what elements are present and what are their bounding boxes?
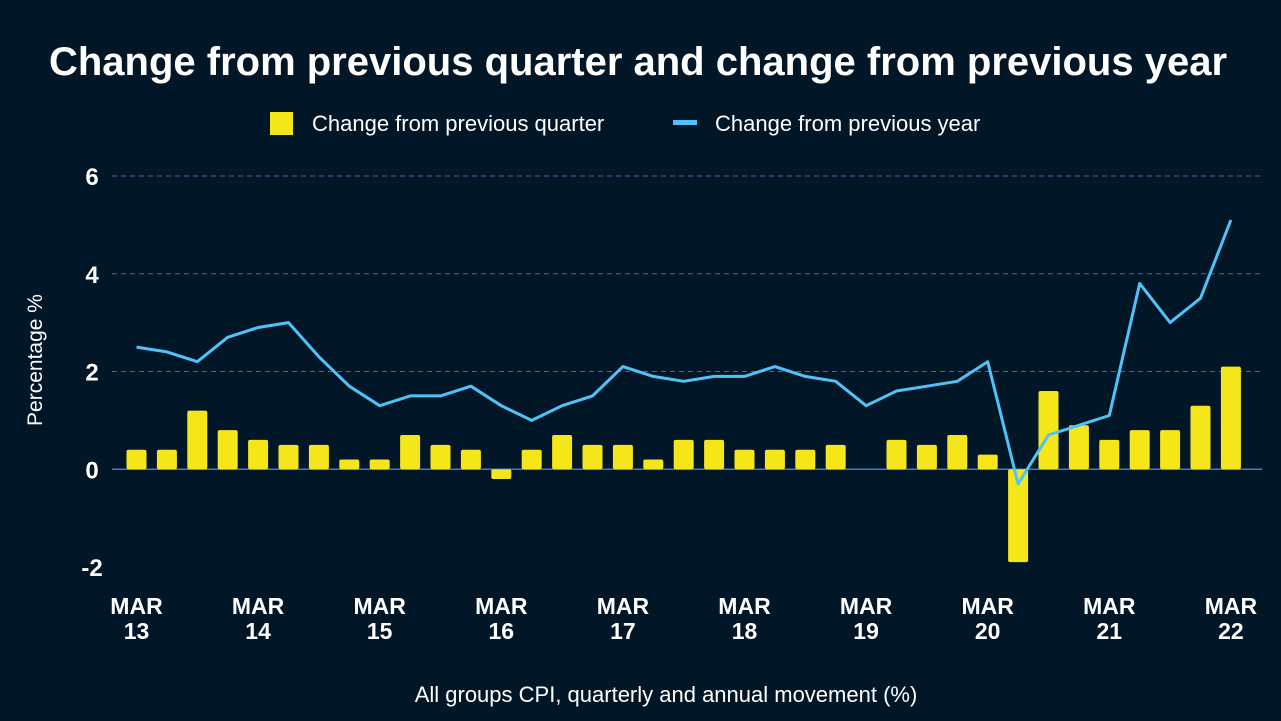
x-tick-month: MAR — [1083, 593, 1136, 619]
x-tick-year: 20 — [975, 618, 1001, 644]
x-tick-label: MAR 16 — [475, 593, 528, 644]
quarter-bar — [1190, 405, 1211, 470]
y-axis-ticks: -2 0 2 4 6 — [81, 164, 102, 582]
quarter-bar — [1038, 391, 1059, 470]
x-tick-label: MAR 18 — [718, 593, 771, 644]
legend-swatch-quarter — [270, 112, 293, 135]
x-tick-year: 14 — [245, 618, 271, 644]
quarter-bar — [552, 435, 573, 470]
y-tick-label: -2 — [81, 555, 102, 582]
quarter-bar — [673, 439, 694, 470]
quarter-bar — [460, 449, 481, 470]
x-tick-month: MAR — [962, 593, 1015, 619]
x-tick-month: MAR — [110, 593, 163, 619]
chart-title: Change from previous quarter and change … — [49, 40, 1227, 84]
line-series — [136, 219, 1233, 486]
x-tick-year: 19 — [853, 618, 879, 644]
x-tick-month: MAR — [1205, 593, 1258, 619]
quarter-bar — [977, 454, 998, 470]
x-tick-year: 15 — [367, 618, 393, 644]
quarter-bar — [1160, 430, 1181, 470]
bar-series — [126, 366, 1241, 563]
quarter-bar — [278, 444, 299, 470]
annual-change-line — [136, 219, 1233, 486]
quarter-bar — [643, 459, 664, 470]
y-tick-label: 4 — [85, 262, 99, 289]
y-axis-label: Percentage % — [24, 294, 47, 426]
quarter-bar — [126, 449, 147, 470]
legend-label-quarter: Change from previous quarter — [312, 111, 604, 136]
x-tick-year: 22 — [1218, 618, 1244, 644]
quarter-bar — [308, 444, 329, 470]
y-tick-label: 6 — [85, 164, 98, 191]
x-tick-label: MAR 13 — [110, 593, 163, 644]
quarter-bar — [886, 439, 907, 470]
x-tick-month: MAR — [597, 593, 650, 619]
chart-caption: All groups CPI, quarterly and annual mov… — [415, 682, 918, 707]
quarter-bar — [1220, 366, 1241, 470]
x-tick-year: 16 — [489, 618, 515, 644]
x-tick-label: MAR 19 — [840, 593, 893, 644]
x-tick-month: MAR — [475, 593, 528, 619]
x-tick-month: MAR — [354, 593, 407, 619]
quarter-bar — [582, 444, 603, 470]
quarter-bar — [1099, 439, 1120, 470]
x-tick-year: 17 — [610, 618, 636, 644]
quarter-bar — [156, 449, 177, 470]
quarter-bar — [521, 449, 542, 470]
quarter-bar — [248, 439, 269, 470]
quarter-bar — [369, 459, 390, 470]
x-tick-label: MAR 14 — [232, 593, 285, 644]
quarter-bar — [187, 410, 208, 470]
legend-swatch-year — [673, 120, 697, 125]
x-tick-year: 13 — [124, 618, 150, 644]
x-tick-label: MAR 15 — [354, 593, 407, 644]
legend: Change from previous quarter Change from… — [270, 111, 980, 136]
quarter-bar — [916, 444, 937, 470]
quarter-bar — [339, 459, 360, 470]
quarter-bar — [400, 435, 421, 470]
quarter-bar — [1008, 469, 1029, 563]
x-tick-year: 21 — [1097, 618, 1123, 644]
x-tick-month: MAR — [718, 593, 771, 619]
quarter-bar — [795, 449, 816, 470]
quarter-bar — [217, 430, 238, 470]
x-tick-month: MAR — [840, 593, 893, 619]
x-tick-label: MAR 21 — [1083, 593, 1136, 644]
quarter-bar — [734, 449, 755, 470]
quarter-bar — [1068, 425, 1089, 470]
quarter-bar — [491, 469, 512, 480]
x-tick-year: 18 — [732, 618, 758, 644]
quarter-bar — [1129, 430, 1150, 470]
y-tick-label: 2 — [85, 360, 98, 387]
quarter-bar — [825, 444, 846, 470]
quarter-bar — [612, 444, 633, 470]
x-tick-month: MAR — [232, 593, 285, 619]
quarter-bar — [430, 444, 451, 470]
quarter-bar — [947, 435, 968, 470]
legend-label-year: Change from previous year — [715, 111, 980, 136]
x-tick-label: MAR 20 — [962, 593, 1015, 644]
quarter-bar — [704, 439, 725, 470]
x-tick-label: MAR 17 — [597, 593, 650, 644]
y-tick-label: 0 — [85, 457, 98, 484]
quarter-bar — [764, 449, 785, 470]
x-tick-label: MAR 22 — [1205, 593, 1258, 644]
